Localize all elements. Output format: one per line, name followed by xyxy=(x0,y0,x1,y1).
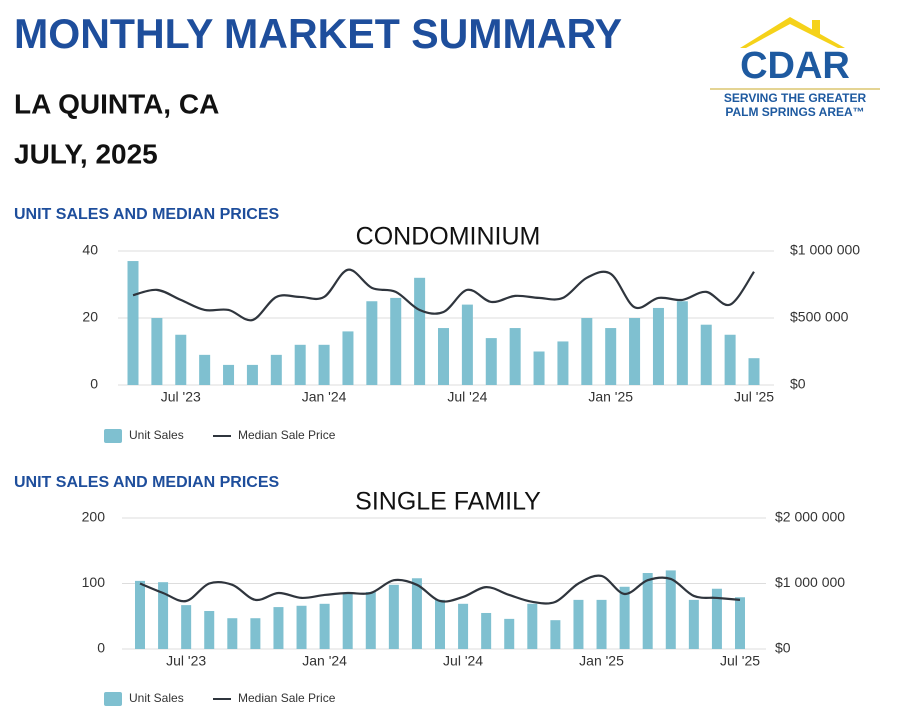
bar xyxy=(533,351,545,385)
chart-subtitle: UNIT SALES AND MEDIAN PRICES xyxy=(14,474,280,491)
bar xyxy=(366,301,378,385)
y-tick-label: 0 xyxy=(97,640,105,656)
bar xyxy=(619,586,630,649)
y2-tick-label: $0 xyxy=(775,640,791,656)
bar xyxy=(342,331,354,385)
bar xyxy=(461,304,473,385)
x-tick-label: Jul '25 xyxy=(734,389,774,405)
logo-roof xyxy=(740,17,845,48)
bar xyxy=(688,599,699,649)
bar xyxy=(700,324,712,385)
bar xyxy=(158,582,169,649)
bar xyxy=(318,344,330,385)
y2-tick-label: $0 xyxy=(790,376,806,392)
bar xyxy=(481,612,492,649)
bar xyxy=(642,573,653,649)
y-tick-label: 20 xyxy=(82,309,98,325)
bar xyxy=(711,588,722,649)
legend-label: Median Sale Price xyxy=(238,428,336,442)
x-tick-label: Jul '24 xyxy=(443,653,483,669)
bar xyxy=(365,592,376,649)
bar xyxy=(557,341,569,385)
bar xyxy=(390,297,402,385)
x-tick-label: Jul '25 xyxy=(720,653,760,669)
bar xyxy=(319,603,330,649)
bar xyxy=(458,603,469,649)
bar xyxy=(485,338,497,385)
x-tick-label: Jul '24 xyxy=(447,389,487,405)
chart-subtitle: UNIT SALES AND MEDIAN PRICES xyxy=(14,206,280,223)
y-tick-label: 100 xyxy=(82,574,106,590)
bar xyxy=(294,344,306,385)
logo-name: CDAR xyxy=(740,45,850,87)
logo-chimney xyxy=(812,20,820,34)
chart-title: CONDOMINIUM xyxy=(356,223,541,251)
bar xyxy=(388,584,399,649)
bar xyxy=(199,354,211,385)
bar xyxy=(135,580,145,649)
y2-tick-label: $1 000 000 xyxy=(775,574,845,590)
bar xyxy=(735,597,745,649)
bar xyxy=(665,570,676,649)
legend-label: Unit Sales xyxy=(129,428,184,442)
bar xyxy=(204,611,215,649)
period: JULY, 2025 xyxy=(14,138,158,169)
bar xyxy=(504,618,515,649)
bar xyxy=(246,364,258,385)
bar xyxy=(296,605,307,649)
y-tick-label: 40 xyxy=(82,242,98,258)
bar xyxy=(342,593,353,649)
price-line xyxy=(132,268,755,322)
x-tick-label: Jul '23 xyxy=(161,389,201,405)
bar xyxy=(175,334,187,385)
bar xyxy=(573,599,584,649)
bar xyxy=(223,364,235,385)
price-line xyxy=(139,574,741,605)
y2-tick-label: $500 000 xyxy=(790,309,849,325)
legend-swatch xyxy=(104,429,122,443)
y2-tick-label: $2 000 000 xyxy=(775,509,845,525)
x-tick-label: Jan '24 xyxy=(302,389,347,405)
x-tick-label: Jan '25 xyxy=(588,389,633,405)
legend-label: Median Sale Price xyxy=(238,691,336,705)
bar xyxy=(151,318,163,385)
bar xyxy=(250,618,261,649)
bar xyxy=(227,618,238,649)
chart-title: SINGLE FAMILY xyxy=(355,488,541,516)
bar xyxy=(527,603,538,649)
bar xyxy=(676,301,688,385)
bar xyxy=(435,599,445,649)
y-tick-label: 0 xyxy=(90,376,98,392)
bar xyxy=(748,358,760,385)
page-title: MONTHLY MARKET SUMMARY xyxy=(14,10,622,57)
logo: CDAR SERVING THE GREATER PALM SPRINGS AR… xyxy=(710,17,880,119)
logo-line2: PALM SPRINGS AREA™ xyxy=(725,105,864,119)
x-tick-label: Jan '25 xyxy=(579,653,624,669)
y2-tick-label: $1 000 000 xyxy=(790,242,860,258)
bar xyxy=(596,599,607,649)
legend-label: Unit Sales xyxy=(129,691,184,705)
legend-swatch xyxy=(104,692,122,706)
x-tick-label: Jan '24 xyxy=(302,653,347,669)
location: LA QUINTA, CA xyxy=(14,88,219,119)
bar xyxy=(127,261,139,385)
bar xyxy=(273,607,284,649)
x-tick-label: Jul '23 xyxy=(166,653,206,669)
bar xyxy=(414,277,426,385)
bar xyxy=(724,334,736,385)
bar xyxy=(652,307,664,385)
bar xyxy=(509,328,521,385)
bar xyxy=(629,318,641,385)
logo-line1: SERVING THE GREATER xyxy=(724,91,867,105)
bar xyxy=(270,354,282,385)
bar xyxy=(605,328,617,385)
bar xyxy=(181,605,192,649)
y-tick-label: 200 xyxy=(82,509,106,525)
bar xyxy=(438,328,449,385)
bar xyxy=(550,620,561,649)
bar xyxy=(411,578,422,649)
bar xyxy=(581,318,593,385)
